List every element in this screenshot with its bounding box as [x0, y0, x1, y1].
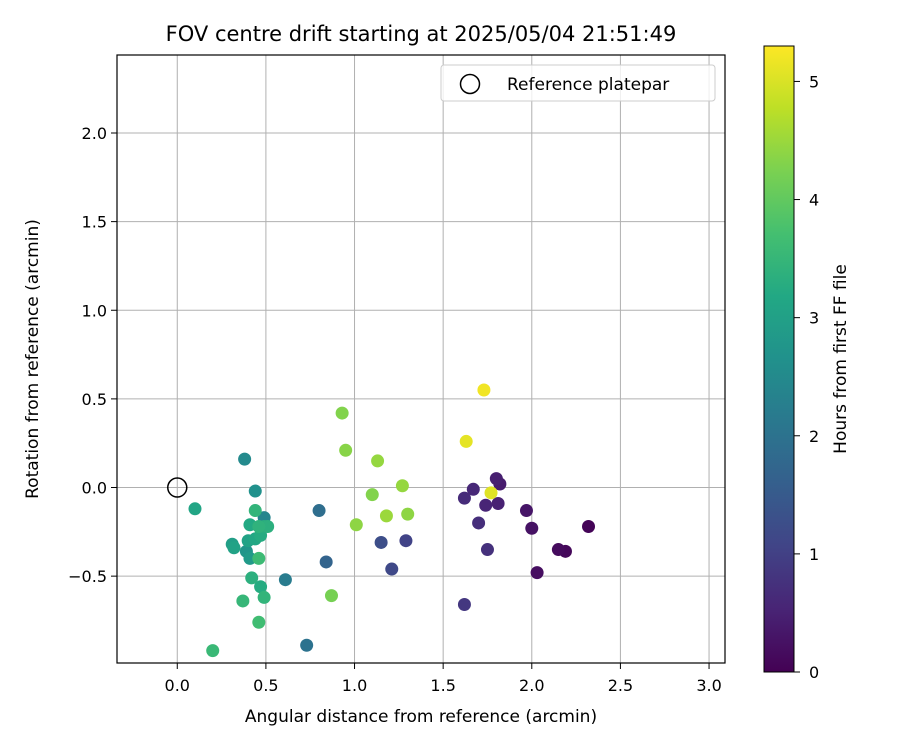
legend-reference-marker [459, 73, 481, 95]
colorbar-tick-label: 3 [809, 309, 819, 328]
y-axis-ticks: −0.5 0.0 0.5 1.0 1.5 2.0 [68, 124, 117, 586]
data-point [530, 566, 544, 580]
colorbar: 0 1 2 3 4 5 Hours from first FF file [763, 45, 851, 682]
data-point [379, 509, 393, 523]
data-point [278, 573, 292, 587]
data-point [401, 507, 415, 521]
data-point [477, 383, 491, 397]
chart-title: FOV centre drift starting at 2025/05/04 … [166, 22, 677, 46]
x-tick-label: 2.0 [519, 676, 544, 695]
colorbar-gradient [763, 45, 795, 673]
data-point [480, 543, 494, 557]
y-tick-label: 1.0 [82, 301, 107, 320]
data-point [457, 491, 471, 505]
data-point [459, 434, 473, 448]
data-point [525, 521, 539, 535]
reference-platepar-marker [167, 477, 188, 498]
x-axis-title: Angular distance from reference (arcmin) [245, 707, 597, 727]
plot-area [117, 55, 725, 663]
data-point [484, 486, 498, 500]
data-point [248, 504, 262, 518]
data-point [236, 594, 250, 608]
colorbar-tick-label: 1 [809, 545, 819, 564]
y-tick-label: 0.5 [82, 390, 107, 409]
colorbar-title: Hours from first FF file [831, 264, 851, 454]
data-point [252, 551, 266, 565]
y-tick-label: −0.5 [68, 567, 107, 586]
data-point [188, 502, 202, 516]
data-point [252, 615, 266, 629]
data-point [349, 518, 363, 532]
y-tick-label: 2.0 [82, 124, 107, 143]
x-axis-ticks: 0.0 0.5 1.0 1.5 2.0 2.5 3.0 [165, 663, 722, 695]
data-point [491, 496, 505, 510]
data-point [374, 535, 388, 549]
data-point [582, 520, 596, 534]
data-point [365, 488, 379, 502]
data-point [227, 541, 241, 555]
data-point [339, 443, 353, 457]
reference-marker-group [167, 477, 188, 498]
data-point [335, 406, 349, 420]
data-point [254, 580, 268, 594]
colorbar-tick-label: 4 [809, 191, 819, 210]
data-point [466, 482, 480, 496]
y-tick-label: 1.5 [82, 213, 107, 232]
data-points [188, 383, 596, 658]
colorbar-tick-label: 0 [809, 663, 819, 682]
data-point [324, 589, 338, 603]
data-point [300, 638, 314, 652]
x-tick-label: 0.5 [253, 676, 278, 695]
grid [117, 55, 725, 663]
data-point [248, 484, 262, 498]
data-point [395, 479, 409, 493]
legend-box [440, 64, 716, 102]
data-point [489, 472, 503, 486]
data-point [257, 590, 271, 604]
data-point [457, 598, 471, 612]
plot-frame [116, 54, 726, 664]
x-tick-label: 1.0 [342, 676, 367, 695]
x-tick-label: 2.5 [608, 676, 633, 695]
data-point [551, 543, 565, 557]
data-point [252, 520, 266, 534]
data-point [385, 562, 399, 576]
data-point [206, 644, 220, 658]
x-tick-label: 1.5 [430, 676, 455, 695]
data-point [472, 516, 486, 530]
x-tick-label: 0.0 [165, 676, 190, 695]
x-tick-label: 3.0 [696, 676, 721, 695]
legend-label: Reference platepar [507, 75, 669, 95]
y-axis-title: Rotation from reference (arcmin) [23, 219, 43, 499]
y-tick-label: 0.0 [82, 479, 107, 498]
legend: Reference platepar [440, 64, 716, 102]
data-point [399, 534, 413, 548]
data-point [312, 504, 326, 518]
colorbar-ticks: 0 1 2 3 4 5 [794, 72, 819, 682]
data-point [479, 498, 493, 512]
data-point [319, 555, 333, 569]
data-point [238, 452, 252, 466]
colorbar-tick-label: 2 [809, 427, 819, 446]
data-point [371, 454, 385, 468]
colorbar-tick-label: 5 [809, 72, 819, 91]
data-point [519, 504, 533, 518]
data-point [245, 571, 259, 585]
